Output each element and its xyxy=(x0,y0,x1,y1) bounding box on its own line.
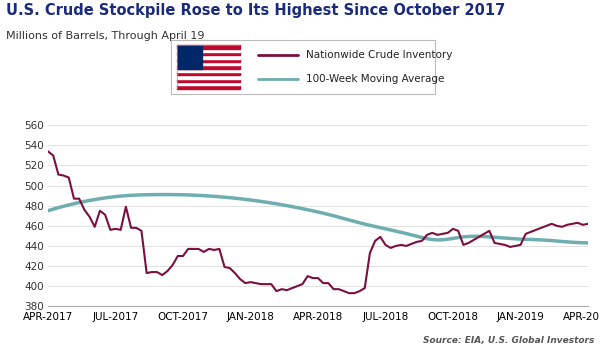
Text: Millions of Barrels, Through April 19: Millions of Barrels, Through April 19 xyxy=(6,31,205,41)
Bar xyxy=(177,85,240,89)
Text: 100-Week Moving Average: 100-Week Moving Average xyxy=(305,74,444,84)
Bar xyxy=(177,58,240,62)
Bar xyxy=(177,76,240,79)
Bar xyxy=(177,72,240,76)
Bar xyxy=(177,69,240,72)
Bar xyxy=(177,45,240,49)
Bar xyxy=(177,55,240,58)
Bar xyxy=(177,52,240,55)
Text: Source: EIA, U.S. Global Investors: Source: EIA, U.S. Global Investors xyxy=(422,335,594,345)
Bar xyxy=(177,62,240,65)
Text: U.S. Crude Stockpile Rose to Its Highest Since October 2017: U.S. Crude Stockpile Rose to Its Highest… xyxy=(6,3,505,18)
Bar xyxy=(177,49,240,52)
Text: Nationwide Crude Inventory: Nationwide Crude Inventory xyxy=(305,50,452,60)
Bar xyxy=(177,79,240,82)
Bar xyxy=(177,82,240,85)
Bar xyxy=(177,65,240,69)
Bar xyxy=(177,45,202,69)
